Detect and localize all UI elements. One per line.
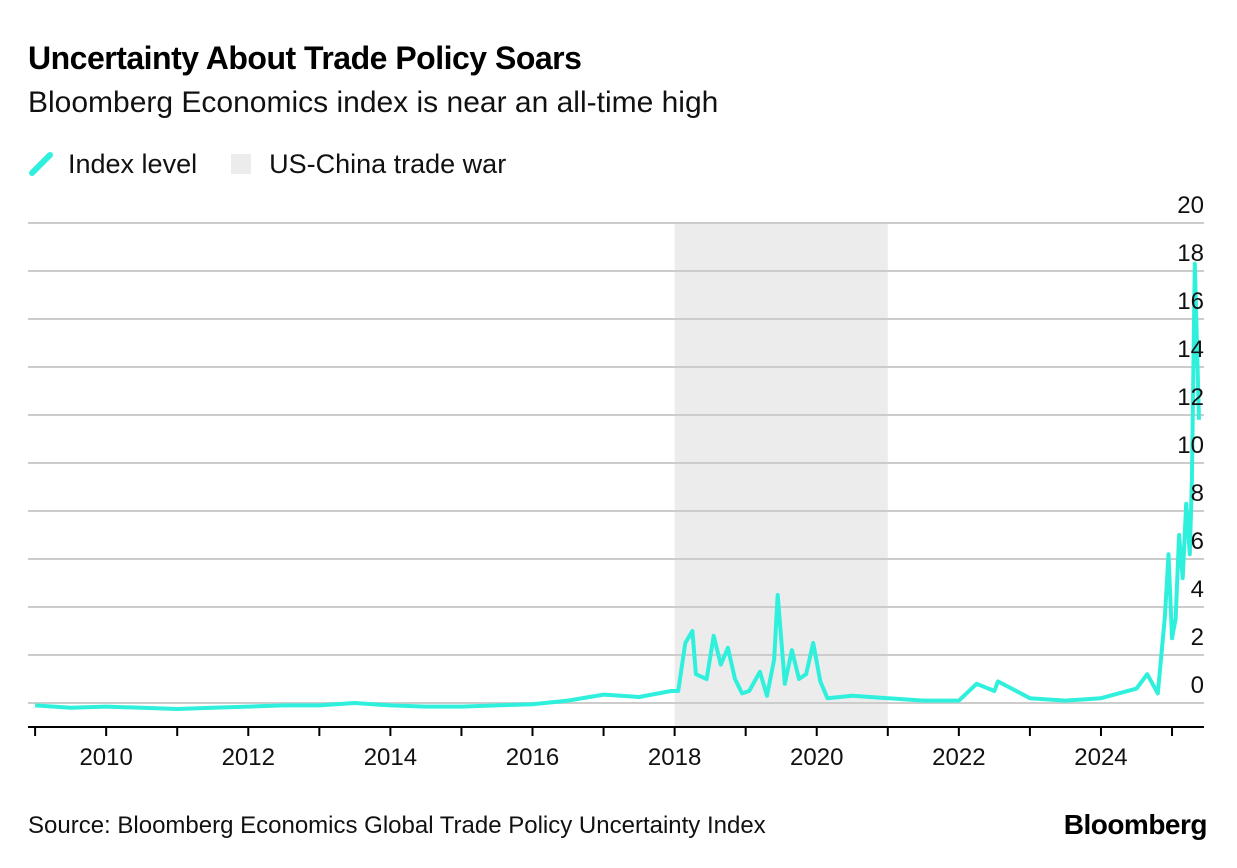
legend-item-index-level: Index level — [28, 149, 197, 180]
legend-label-trade-war: US-China trade war — [269, 148, 507, 179]
y-tick-label-6: 6 — [1191, 528, 1204, 555]
y-tick-label-4: 4 — [1191, 576, 1204, 603]
y-tick-label-10: 10 — [1177, 432, 1204, 459]
y-tick-label-2: 2 — [1191, 624, 1204, 651]
y-tick-label-16: 16 — [1177, 288, 1204, 315]
y-tick-label-14: 14 — [1177, 336, 1204, 363]
legend-line-icon — [29, 152, 53, 176]
x-tick-label-2024: 2024 — [1074, 744, 1127, 771]
x-tick-label-2012: 2012 — [222, 744, 275, 771]
chart-subtitle: Bloomberg Economics index is near an all… — [28, 86, 719, 119]
y-tick-label-8: 8 — [1191, 480, 1204, 507]
y-tick-label-20: 20 — [1177, 192, 1204, 219]
x-tick-label-2022: 2022 — [932, 744, 985, 771]
series-line-index-level — [34, 261, 1201, 711]
y-tick-label-0: 0 — [1191, 672, 1204, 699]
legend: Index level US-China trade war — [28, 146, 540, 182]
bloomberg-logo: Bloomberg — [1063, 809, 1208, 840]
legend-item-trade-war: US-China trade war — [231, 149, 506, 180]
y-tick-label-18: 18 — [1177, 240, 1204, 267]
x-tick-label-2010: 2010 — [79, 744, 132, 771]
chart-title: Uncertainty About Trade Policy Soars — [28, 40, 582, 76]
y-tick-label-12: 12 — [1177, 384, 1204, 411]
x-tick-label-2014: 2014 — [364, 744, 417, 771]
x-tick-label-2018: 2018 — [648, 744, 701, 771]
x-tick-label-2020: 2020 — [790, 744, 843, 771]
legend-label-index-level: Index level — [68, 148, 198, 179]
x-tick-label-2016: 2016 — [506, 744, 559, 771]
legend-box-icon — [231, 154, 252, 174]
source-note: Source: Bloomberg Economics Global Trade… — [28, 812, 766, 839]
